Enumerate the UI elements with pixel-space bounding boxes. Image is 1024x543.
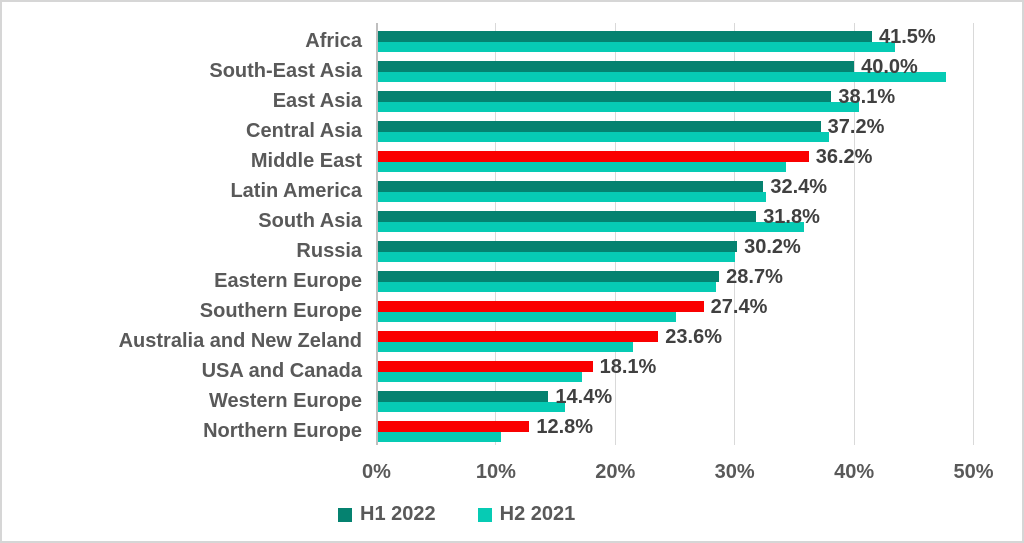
data-label: 38.1% bbox=[838, 85, 896, 108]
legend-label-h2-2021: H2 2021 bbox=[499, 503, 576, 525]
bar-h1-2022 bbox=[377, 361, 593, 372]
bar-h1-2022 bbox=[377, 391, 549, 402]
category-label: Africa bbox=[305, 30, 362, 52]
category-label: South-East Asia bbox=[209, 60, 362, 82]
bar-h1-2022 bbox=[377, 211, 757, 222]
y-axis-line bbox=[375, 23, 378, 445]
bar-h1-2022 bbox=[377, 241, 738, 252]
x-gridline bbox=[614, 23, 616, 445]
data-label: 36.2% bbox=[815, 145, 873, 168]
bar-h1-2022 bbox=[377, 181, 764, 192]
bar-h1-2022 bbox=[377, 91, 832, 102]
data-label: 40.0% bbox=[861, 55, 918, 78]
data-label: 28.7% bbox=[726, 265, 783, 288]
legend-label-h1-2022: H1 2022 bbox=[360, 503, 436, 525]
category-label: South Asia bbox=[258, 210, 362, 232]
legend-item-h1-2022: H1 2022 bbox=[338, 503, 436, 526]
bar-h1-2022 bbox=[377, 301, 704, 312]
bar-h1-2022 bbox=[377, 61, 855, 72]
bar-h2-2021 bbox=[377, 72, 947, 82]
data-label: 31.8% bbox=[763, 205, 820, 228]
bar-h2-2021 bbox=[377, 222, 804, 232]
data-label: 37.2% bbox=[827, 115, 885, 138]
bar-h1-2022 bbox=[377, 331, 659, 342]
x-tick-label: 50% bbox=[953, 461, 994, 483]
bar-h2-2021 bbox=[377, 372, 582, 382]
x-tick-label: 30% bbox=[714, 461, 755, 483]
bar-h2-2021 bbox=[377, 432, 501, 442]
legend-swatch-h1-2022 bbox=[338, 507, 352, 522]
data-label: 14.4% bbox=[555, 385, 613, 408]
bar-h1-2022 bbox=[377, 271, 720, 282]
category-label: Middle East bbox=[250, 150, 362, 172]
data-label: 12.8% bbox=[536, 415, 594, 438]
x-tick-label: 20% bbox=[595, 461, 636, 483]
category-label: USA and Canada bbox=[201, 360, 362, 382]
legend-item-h2-2021: H2 2021 bbox=[477, 503, 576, 526]
x-tick-label: 0% bbox=[362, 461, 391, 483]
category-label: Northern Europe bbox=[203, 420, 362, 442]
category-label: East Asia bbox=[272, 90, 362, 112]
bar-h2-2021 bbox=[377, 282, 716, 292]
data-label: 41.5% bbox=[879, 25, 936, 48]
category-label: Central Asia bbox=[246, 120, 362, 142]
category-label: Russia bbox=[296, 240, 362, 262]
x-gridline bbox=[973, 23, 974, 445]
data-label: 23.6% bbox=[665, 325, 722, 348]
x-tick-label: 10% bbox=[475, 461, 516, 483]
x-gridline bbox=[853, 23, 855, 445]
data-label: 18.1% bbox=[599, 355, 657, 378]
x-gridline bbox=[734, 23, 736, 445]
data-label: 32.4% bbox=[770, 175, 828, 198]
category-label: Western Europe bbox=[209, 390, 362, 412]
bar-h2-2021 bbox=[377, 192, 766, 202]
category-label: Latin America bbox=[230, 180, 362, 202]
legend: H1 2022 H2 2021 bbox=[338, 503, 575, 526]
bar-h2-2021 bbox=[377, 42, 895, 52]
bar-h2-2021 bbox=[377, 102, 859, 112]
x-tick-label: 40% bbox=[834, 461, 875, 483]
category-label: Eastern Europe bbox=[214, 270, 362, 292]
category-label: Southern Europe bbox=[199, 300, 362, 322]
data-label: 27.4% bbox=[710, 295, 768, 318]
bar-h1-2022 bbox=[377, 421, 530, 432]
bar-h1-2022 bbox=[377, 31, 872, 42]
data-label: 30.2% bbox=[744, 235, 801, 258]
bar-h2-2021 bbox=[377, 312, 677, 322]
bar-h2-2021 bbox=[377, 132, 830, 142]
bar-h2-2021 bbox=[377, 402, 566, 412]
bar-h1-2022 bbox=[377, 121, 821, 132]
legend-swatch-h2-2021 bbox=[477, 507, 492, 522]
category-label: Australia and New Zeland bbox=[118, 330, 362, 352]
bar-h2-2021 bbox=[377, 162, 787, 172]
bar-h1-2022 bbox=[377, 151, 809, 162]
x-gridline bbox=[495, 23, 497, 445]
bar-h2-2021 bbox=[377, 342, 634, 352]
bar-h2-2021 bbox=[377, 252, 735, 262]
